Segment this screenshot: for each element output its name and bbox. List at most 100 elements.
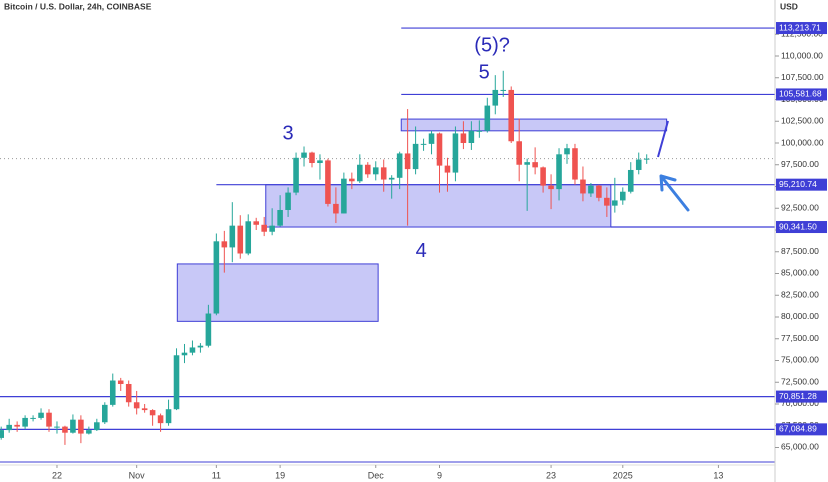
candle-body <box>237 225 244 254</box>
level-label: 105,581.68 <box>779 89 822 99</box>
arrow <box>659 174 690 212</box>
candle-body <box>102 404 108 423</box>
x-tick-label: 11 <box>212 470 221 480</box>
x-tick-label: Dec <box>368 470 385 480</box>
candle-body <box>420 143 427 145</box>
y-axis-label: USD <box>780 1 798 11</box>
y-tick-label: 75,000.00 <box>781 355 819 365</box>
x-tick-label: 9 <box>437 470 442 480</box>
candle-body <box>412 143 419 170</box>
candle-body <box>388 177 395 180</box>
zone <box>265 184 612 228</box>
annotation: 4 <box>416 240 427 262</box>
y-tick-label: 107,500.00 <box>781 72 824 82</box>
levels <box>0 27 775 430</box>
candle-body <box>580 179 586 194</box>
x-tick-label: Nov <box>129 470 146 480</box>
candle-body <box>285 192 291 210</box>
x-tick-label: 23 <box>546 470 556 480</box>
candle-body <box>189 347 196 353</box>
chart-title: Bitcoin / U.S. Dollar, 24h, COINBASE <box>4 1 152 11</box>
candle-body <box>349 178 355 182</box>
annotation: 5 <box>479 62 490 84</box>
candle-body <box>357 164 363 182</box>
candle-body <box>460 133 467 144</box>
zones <box>176 118 668 322</box>
drawn-stroke <box>657 120 669 158</box>
candle-body <box>372 167 379 175</box>
candle-body <box>197 345 204 348</box>
candle-body <box>30 417 36 419</box>
candle-body <box>94 422 100 431</box>
candle-body <box>46 412 52 427</box>
candle-body <box>588 185 594 194</box>
candle-body <box>428 133 435 144</box>
level-labels: 113,213.71 105,581.68 95,210.74 90,341.50 70… <box>776 22 827 436</box>
candle-body <box>78 419 84 434</box>
candle-body <box>149 410 156 416</box>
level-label-box <box>776 221 827 234</box>
annotation: (5)? <box>474 35 510 57</box>
annotations: 3 4 5 (5)? <box>283 35 510 262</box>
candle-body <box>245 221 252 254</box>
candle-body <box>341 178 347 214</box>
level-label: 70,851.28 <box>779 391 817 401</box>
candle-body <box>38 412 44 418</box>
candle-body <box>301 152 307 158</box>
y-tick-label: 77,500.00 <box>781 333 819 343</box>
y-tick-label: 80,000.00 <box>781 311 819 321</box>
annotation: 3 <box>283 123 294 145</box>
candle-body <box>133 402 140 409</box>
candle-body <box>62 426 68 433</box>
candle-body <box>396 153 403 178</box>
level-label-box <box>776 178 827 191</box>
candle-body <box>14 424 20 427</box>
candle-body <box>333 203 339 214</box>
y-tick-label: 100,000.00 <box>781 137 824 147</box>
y-tick-label: 102,500.00 <box>781 116 824 126</box>
candle-body <box>468 130 475 144</box>
x-axis: 22 Nov 11 19 Dec 9 23 2025 13 <box>52 465 723 480</box>
candle-body <box>181 352 188 356</box>
candle-body <box>70 419 76 433</box>
candle-body <box>229 225 236 248</box>
x-tick-label: 13 <box>713 470 723 480</box>
candle-body <box>269 225 275 232</box>
candle-body <box>173 355 180 410</box>
candle-body <box>484 105 491 131</box>
level-label-box <box>776 423 827 436</box>
candle-body <box>532 162 538 168</box>
zone <box>176 263 379 322</box>
level-label: 90,341.50 <box>779 221 817 231</box>
candle-body <box>165 409 172 424</box>
candle-body <box>54 426 60 428</box>
candle-body <box>540 167 546 186</box>
y-tick-label: 85,000.00 <box>781 268 819 278</box>
candle-body <box>22 417 28 427</box>
candle-body <box>205 313 212 346</box>
candles <box>0 70 650 445</box>
candle-body <box>253 221 259 225</box>
candle-body <box>293 157 299 193</box>
x-tick-label: 22 <box>52 470 62 480</box>
candle-body <box>141 408 148 411</box>
x-tick-label: 2025 <box>613 470 633 480</box>
candle-body <box>86 430 92 434</box>
y-tick-label: 70,000.00 <box>781 398 819 408</box>
level-label-box <box>776 390 827 403</box>
candle-body <box>516 141 522 165</box>
candle-body <box>213 241 220 314</box>
level-label-box <box>776 22 827 35</box>
candle-body <box>572 148 578 180</box>
y-tick-label: 72,500.00 <box>781 376 819 386</box>
candle-body <box>157 415 164 424</box>
x-tick-label: 19 <box>275 470 285 480</box>
candle-body <box>404 153 411 170</box>
y-tick-label: 97,500.00 <box>781 159 819 169</box>
candle-body <box>620 191 626 201</box>
candle-body <box>444 165 451 173</box>
y-tick-label: 92,500.00 <box>781 202 819 212</box>
candle-body <box>556 154 562 190</box>
y-tick-label: 65,000.00 <box>781 442 819 452</box>
